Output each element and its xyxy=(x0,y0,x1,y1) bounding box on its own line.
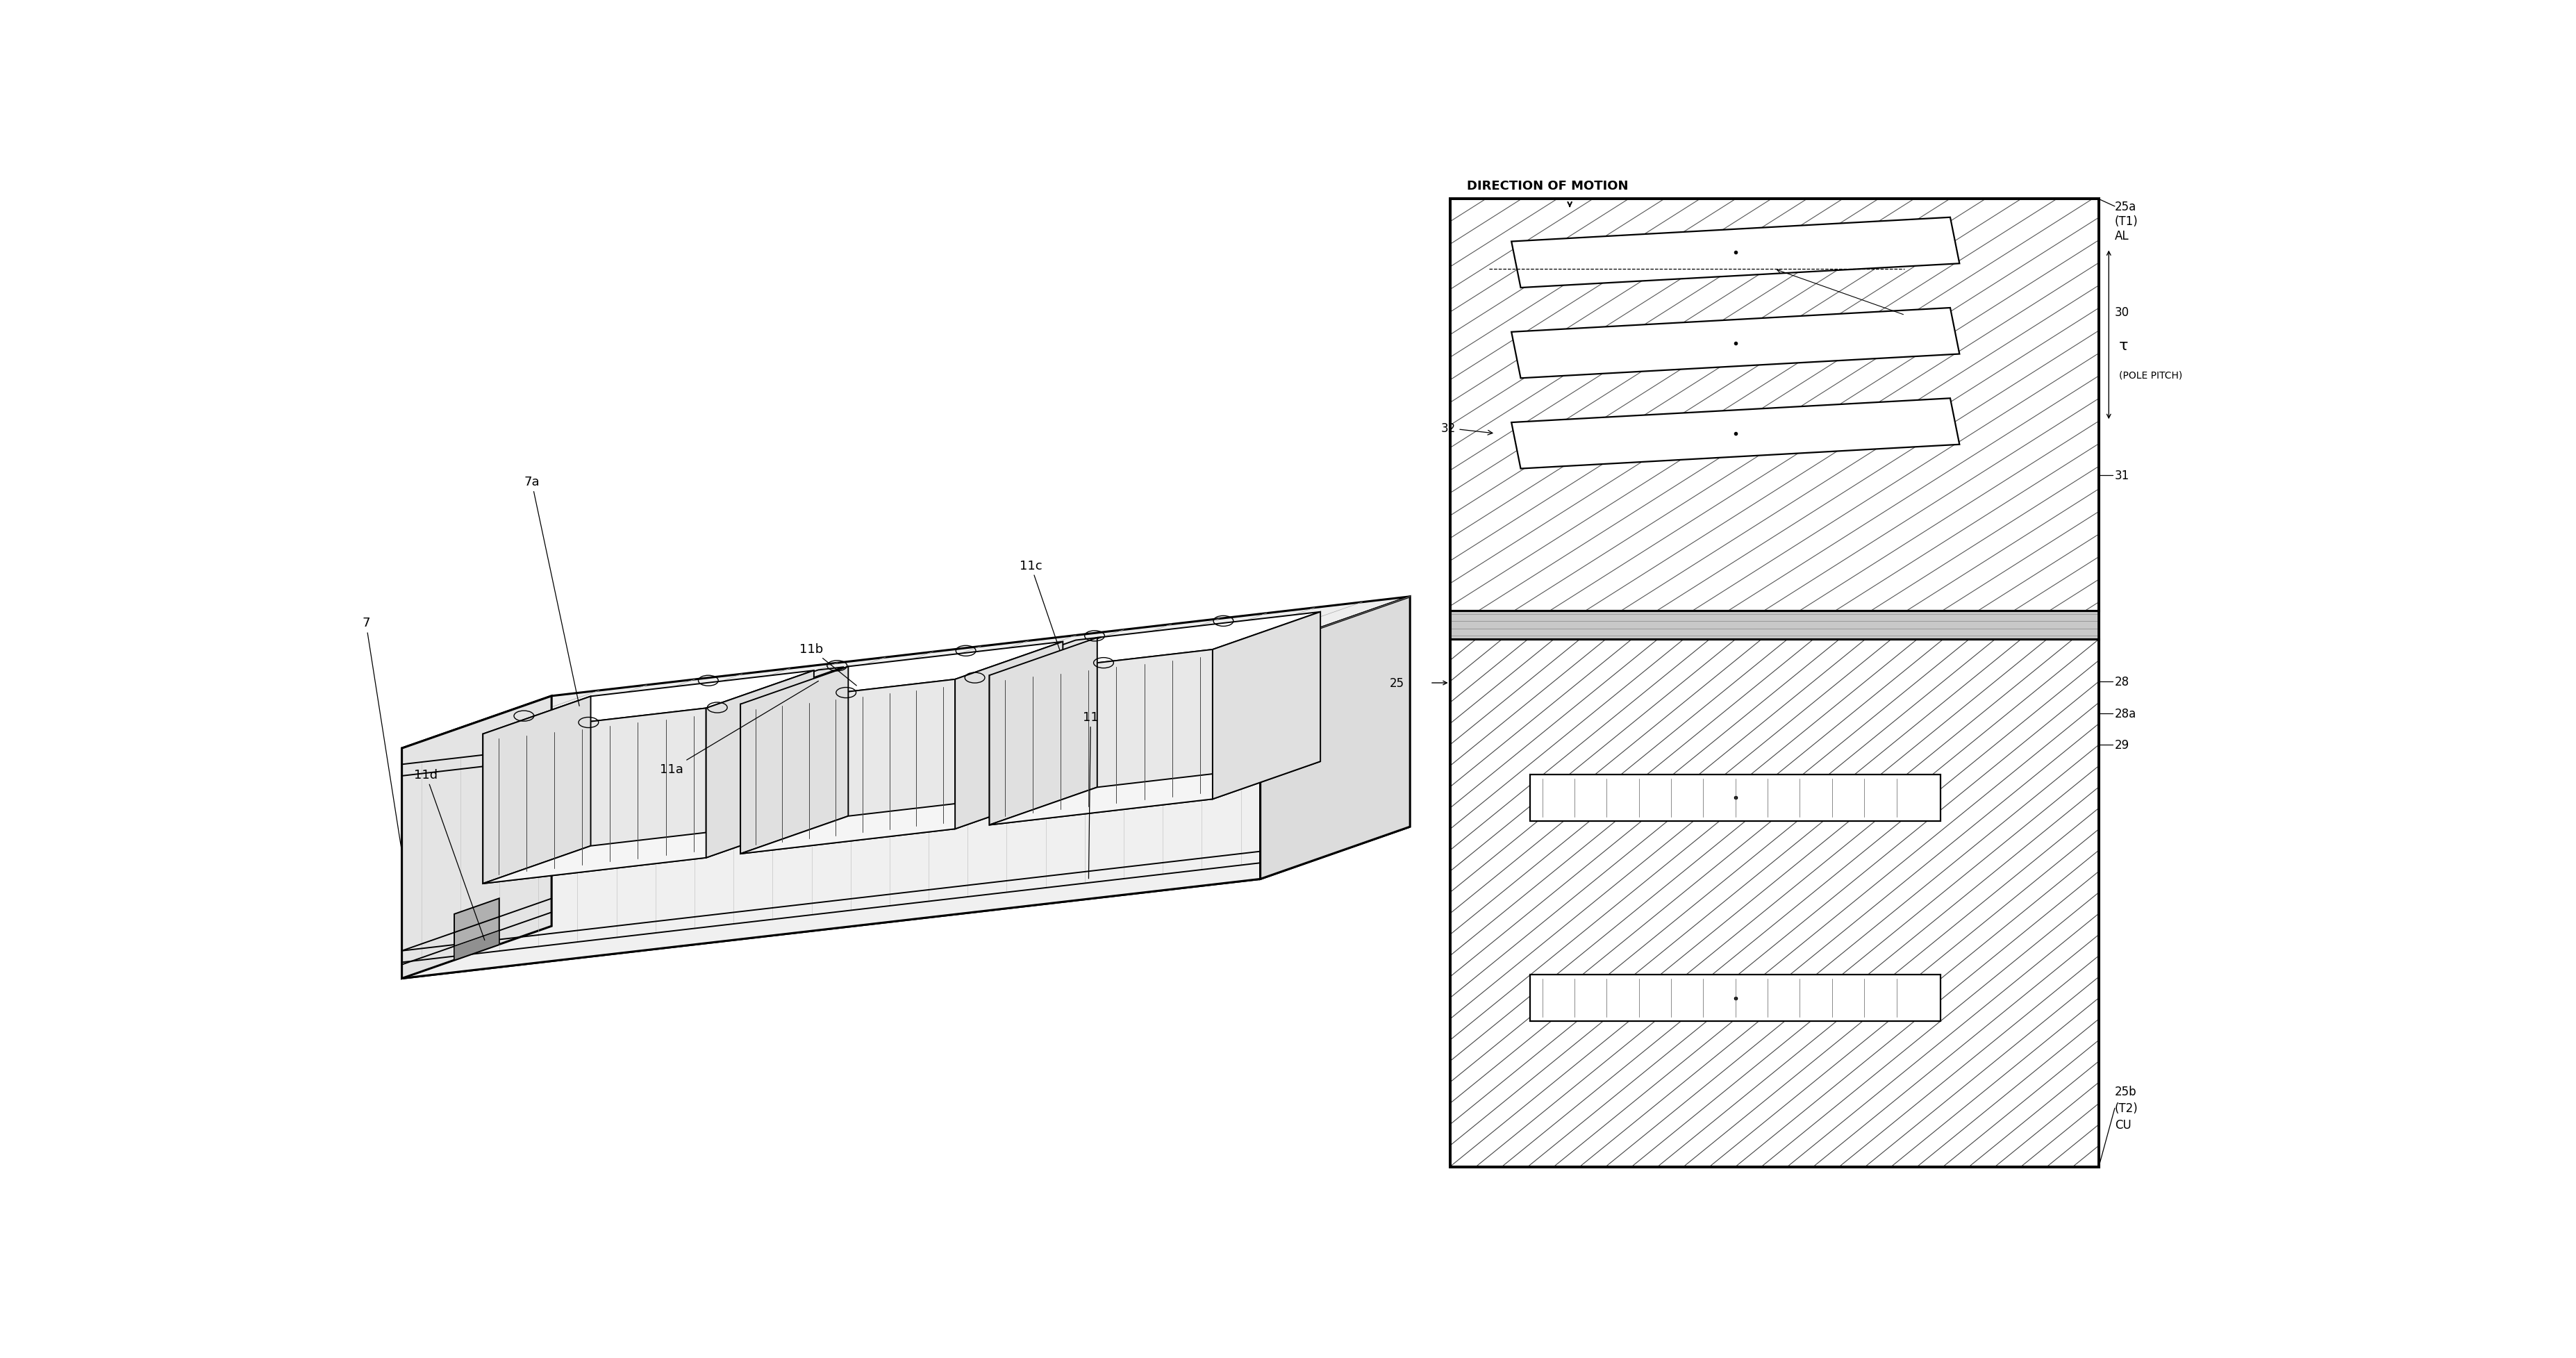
Text: 11d: 11d xyxy=(415,769,484,941)
Polygon shape xyxy=(739,792,1064,854)
Polygon shape xyxy=(1512,217,1960,288)
Text: 25a: 25a xyxy=(2115,201,2136,213)
Polygon shape xyxy=(453,899,500,960)
Text: 11: 11 xyxy=(1082,710,1097,879)
Polygon shape xyxy=(1450,611,2099,640)
Text: AL: AL xyxy=(2115,230,2130,243)
Polygon shape xyxy=(969,637,1103,678)
Polygon shape xyxy=(989,762,1321,826)
Text: 7a: 7a xyxy=(523,475,580,706)
Polygon shape xyxy=(989,650,1213,826)
Polygon shape xyxy=(1530,975,1940,1021)
Polygon shape xyxy=(482,671,814,735)
Text: (T2): (T2) xyxy=(2115,1101,2138,1115)
Polygon shape xyxy=(453,930,500,960)
Polygon shape xyxy=(1530,774,1940,822)
Polygon shape xyxy=(956,642,1064,830)
Polygon shape xyxy=(711,667,845,708)
Text: 25b: 25b xyxy=(2115,1085,2136,1097)
Text: 1-10°: 1-10° xyxy=(1899,307,1929,316)
Polygon shape xyxy=(1512,308,1960,379)
Text: 7: 7 xyxy=(361,617,402,850)
Text: τ: τ xyxy=(2117,338,2128,353)
Text: 28: 28 xyxy=(2115,675,2130,689)
Text: 25: 25 xyxy=(1388,676,1404,690)
Polygon shape xyxy=(402,649,1260,979)
Text: CU: CU xyxy=(2115,1119,2130,1131)
Text: 30: 30 xyxy=(2115,306,2130,319)
Polygon shape xyxy=(989,612,1321,676)
Text: 29: 29 xyxy=(2115,739,2130,751)
Polygon shape xyxy=(1512,399,1960,469)
Polygon shape xyxy=(402,697,551,979)
Polygon shape xyxy=(989,638,1097,826)
Polygon shape xyxy=(1450,200,2099,1167)
Polygon shape xyxy=(1260,598,1409,879)
Text: 11b: 11b xyxy=(799,642,858,686)
Polygon shape xyxy=(739,679,956,854)
Polygon shape xyxy=(402,827,1409,979)
Polygon shape xyxy=(482,820,814,884)
Text: 11c: 11c xyxy=(1020,559,1059,650)
Polygon shape xyxy=(1213,612,1321,800)
Polygon shape xyxy=(739,642,1064,705)
Text: 31: 31 xyxy=(2115,470,2130,482)
Polygon shape xyxy=(402,598,1409,748)
Text: 32: 32 xyxy=(1440,422,1492,436)
Text: 11a: 11a xyxy=(659,682,819,775)
Text: (POLE PITCH): (POLE PITCH) xyxy=(2117,371,2182,380)
Polygon shape xyxy=(706,671,814,858)
Polygon shape xyxy=(739,667,848,854)
Text: DIRECTION OF MOTION: DIRECTION OF MOTION xyxy=(1468,179,1628,193)
Text: (T1): (T1) xyxy=(2115,216,2138,228)
Text: 28a: 28a xyxy=(2115,708,2136,720)
Polygon shape xyxy=(482,697,590,884)
Polygon shape xyxy=(482,709,706,884)
